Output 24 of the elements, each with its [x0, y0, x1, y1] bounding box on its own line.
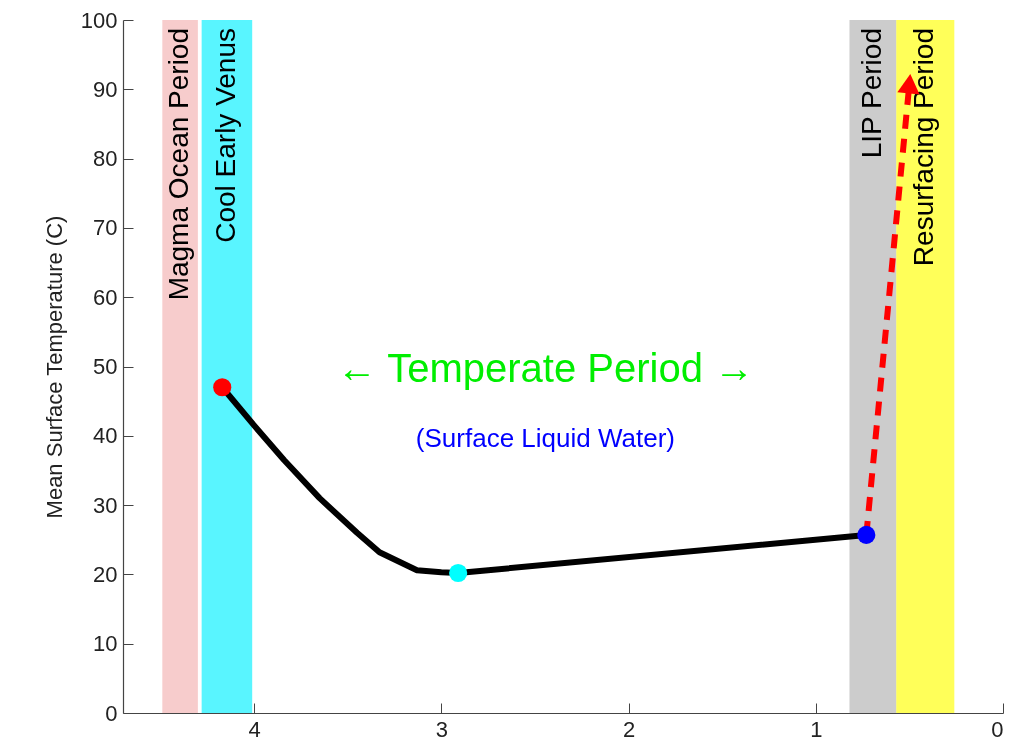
annotation: (Surface Liquid Water) [415, 423, 675, 454]
point [449, 563, 468, 583]
x-tick-label: 4 [248, 716, 261, 742]
y-tick-label: 10 [93, 631, 118, 657]
band-label: Cool Early Venus [209, 28, 241, 243]
point [857, 525, 876, 544]
y-tick-label: 20 [93, 561, 118, 587]
y-tick-label: 100 [80, 7, 118, 33]
band-label: Magma Ocean Period [163, 28, 195, 301]
y-tick-label: 50 [93, 354, 118, 379]
x-tick-label: 2 [622, 716, 636, 742]
x-tick-label: 3 [435, 716, 448, 742]
y-tick-label: 40 [93, 423, 118, 449]
annotation: ← Temperate Period → [336, 345, 755, 390]
y-tick-label: 70 [93, 215, 118, 241]
y-tick-label: 30 [93, 492, 118, 518]
y-tick-label: 0 [105, 700, 118, 726]
band-label: LIP Period [855, 28, 887, 159]
y-tick-label: 60 [93, 284, 118, 310]
y-tick-label: 90 [93, 76, 118, 102]
x-tick-label: 0 [991, 716, 1004, 742]
y-axis-title: Mean Surface Temperature (C) [41, 215, 67, 519]
y-tick-label: 80 [93, 146, 118, 172]
x-tick-label: 1 [810, 716, 823, 742]
